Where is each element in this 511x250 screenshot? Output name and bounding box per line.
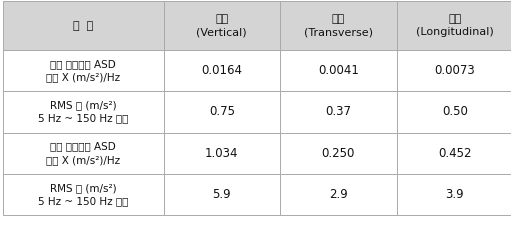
Text: 0.0164: 0.0164 — [201, 64, 242, 77]
Text: 0.0073: 0.0073 — [434, 64, 475, 77]
Bar — [3, 132, 164, 174]
Text: 0.37: 0.37 — [326, 106, 351, 118]
Bar — [3, 174, 164, 215]
Text: 전후
(Longitudinal): 전후 (Longitudinal) — [416, 14, 494, 37]
Bar — [397, 132, 511, 174]
Bar — [397, 50, 511, 91]
Text: 5.9: 5.9 — [213, 188, 231, 201]
Bar — [397, 174, 511, 215]
Text: 0.75: 0.75 — [209, 106, 235, 118]
Text: 2.9: 2.9 — [329, 188, 347, 201]
Text: RMS 값 (m/s²)
5 Hz ~ 150 Hz 범위: RMS 값 (m/s²) 5 Hz ~ 150 Hz 범위 — [38, 100, 128, 124]
Bar — [280, 174, 397, 215]
Bar — [164, 91, 280, 132]
Text: RMS 값 (m/s²)
5 Hz ~ 150 Hz 범위: RMS 값 (m/s²) 5 Hz ~ 150 Hz 범위 — [38, 183, 128, 206]
Bar — [280, 91, 397, 132]
Text: 진동 기능시험 ASD
수준 X (m/s²)/Hz: 진동 기능시험 ASD 수준 X (m/s²)/Hz — [46, 59, 120, 82]
Text: 좌우
(Transverse): 좌우 (Transverse) — [304, 14, 373, 37]
Text: 모의 수명시험 ASD
수준 X (m/s²)/Hz: 모의 수명시험 ASD 수준 X (m/s²)/Hz — [46, 142, 120, 165]
Text: 0.0041: 0.0041 — [318, 64, 359, 77]
Bar — [280, 132, 397, 174]
Bar — [164, 132, 280, 174]
Bar — [164, 174, 280, 215]
Bar — [397, 91, 511, 132]
Text: 0.452: 0.452 — [438, 146, 472, 160]
Bar — [280, 1, 397, 50]
Text: 3.9: 3.9 — [446, 188, 464, 201]
Bar — [3, 50, 164, 91]
Bar — [164, 1, 280, 50]
Bar — [3, 1, 164, 50]
Bar — [3, 91, 164, 132]
Text: 0.50: 0.50 — [442, 106, 468, 118]
Bar — [164, 50, 280, 91]
Text: 수직
(Vertical): 수직 (Vertical) — [196, 14, 247, 37]
Text: 1.034: 1.034 — [205, 146, 239, 160]
Bar — [397, 1, 511, 50]
Bar — [280, 50, 397, 91]
Text: 0.250: 0.250 — [321, 146, 355, 160]
Text: 구  분: 구 분 — [73, 20, 93, 30]
